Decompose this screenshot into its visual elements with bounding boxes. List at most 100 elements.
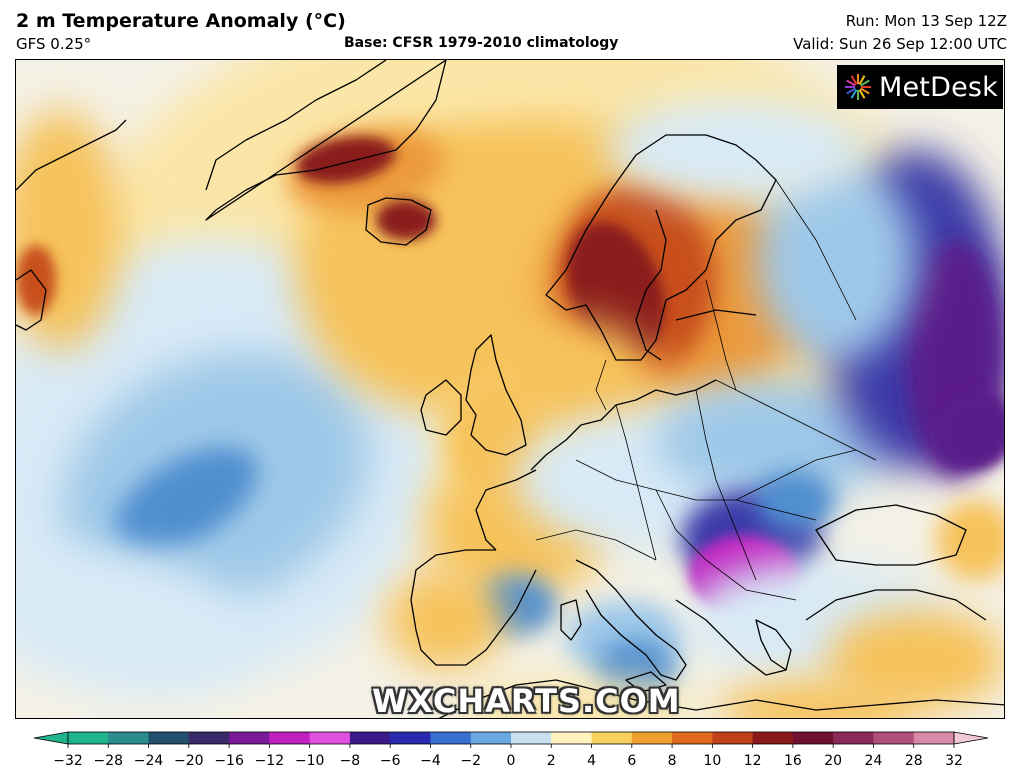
colorbar-segment — [672, 732, 713, 744]
starburst-ray — [846, 79, 856, 87]
colorbar-tick-label: −12 — [255, 753, 285, 769]
britain-coast — [465, 334, 527, 456]
anomaly-region-blue — [756, 470, 836, 530]
colorbar-tick-label: 4 — [587, 753, 596, 769]
greenland-coast — [205, 60, 447, 221]
country-border — [655, 489, 797, 601]
colorbar-segment — [108, 732, 150, 744]
gulf-finland — [675, 309, 757, 321]
turkey-coast — [805, 589, 987, 621]
colorbar-tick-label: 10 — [703, 753, 721, 769]
colorbar-tick-label: 0 — [507, 753, 516, 769]
colorbar-segment — [591, 732, 633, 744]
africa-coast — [438, 679, 1004, 718]
colorbar-segment — [511, 732, 552, 744]
anomaly-region-warm_light — [456, 680, 696, 718]
country-border — [595, 359, 607, 411]
starburst-ray — [860, 79, 870, 87]
watermark: WXCHARTS.COM — [372, 682, 681, 720]
colorbar-arrow-left — [33, 731, 69, 745]
country-border — [695, 389, 757, 581]
temperature-anomaly-map[interactable] — [15, 59, 1005, 719]
colorbar-segment — [913, 732, 955, 744]
base-climatology-label: Base: CFSR 1979-2010 climatology — [344, 35, 619, 51]
country-border — [705, 279, 737, 391]
anomaly-region-warm — [716, 680, 916, 718]
anomaly-region-cool_light — [606, 100, 866, 200]
anomaly-region-dark_red — [376, 200, 436, 240]
colorbar-tick-label: 16 — [784, 753, 802, 769]
colorbar-segment — [551, 732, 593, 744]
colorbar-segment — [712, 732, 754, 744]
starburst-ray — [846, 87, 856, 95]
colorbar-tick-label: −8 — [340, 753, 361, 769]
colorbar-tick-label: −10 — [295, 753, 325, 769]
valid-time-label: Valid: Sun 26 Sep 12:00 UTC — [793, 35, 1007, 53]
country-border — [535, 529, 657, 561]
country-borders — [535, 179, 877, 601]
colorbar-segment — [390, 732, 431, 744]
country-border — [575, 459, 817, 521]
starburst-ray — [858, 75, 866, 85]
colorbar-segment — [873, 732, 915, 744]
colorbar-segment — [229, 732, 270, 744]
colorbar-segment — [430, 732, 472, 744]
colorbar-tick-label: 2 — [547, 753, 556, 769]
country-border — [615, 404, 657, 561]
colorbar-segment — [68, 732, 109, 744]
balkan-coast — [675, 599, 787, 676]
colorbar-segment — [470, 732, 512, 744]
colorbar-tick-label: 20 — [824, 753, 842, 769]
colorbar-segment — [349, 732, 391, 744]
anomaly-region-dark_red — [296, 136, 396, 184]
colorbar-tick-label: −4 — [420, 753, 441, 769]
anomaly-region-warm — [936, 500, 1004, 580]
greece-coast — [755, 619, 792, 671]
scandinavia-coast — [545, 134, 777, 361]
model-label: GFS 0.25° — [16, 35, 92, 53]
colorbar-segment — [309, 732, 351, 744]
colorbar-segment — [792, 732, 834, 744]
starburst-ray — [860, 87, 870, 95]
colorbar-tick-label: −32 — [53, 753, 83, 769]
colorbar-tick-label: −2 — [460, 753, 481, 769]
colorbar-segment — [752, 732, 794, 744]
anomaly-region-warm — [386, 570, 506, 670]
iberia-coast — [410, 549, 537, 666]
country-border — [715, 379, 877, 461]
country-border — [735, 449, 857, 501]
colorbar-tick-label: 12 — [744, 753, 762, 769]
colorbar-segment — [269, 732, 311, 744]
logo-text: MetDesk — [879, 71, 998, 103]
anomaly-field — [16, 60, 1004, 718]
run-time-label: Run: Mon 13 Sep 12Z — [845, 12, 1007, 30]
chart-title: 2 m Temperature Anomaly (°C) — [16, 10, 346, 32]
starburst-ray — [858, 89, 866, 99]
starburst-icon — [845, 74, 871, 100]
colorbar-tick-label: −20 — [174, 753, 204, 769]
italy-coast — [575, 559, 687, 681]
colorbar-segment — [148, 732, 190, 744]
colorbar: −32 −28 −24 −20 −16 −12 −10 −8 −6 −4 −2 0 2 4 6 8 10 12 16… — [28, 728, 994, 778]
map-canvas — [16, 60, 1004, 718]
anomaly-region-red — [16, 245, 56, 315]
black-sea — [815, 504, 967, 566]
colorbar-tick-label: 6 — [627, 753, 636, 769]
baltic-coast — [635, 209, 667, 361]
colorbar-tick-label: 24 — [865, 753, 883, 769]
colorbar-segment — [631, 732, 673, 744]
iceland-coast — [365, 197, 432, 246]
anomaly-region-blue — [113, 447, 259, 553]
starburst-ray — [850, 89, 858, 99]
colorbar-tick-label: −16 — [214, 753, 244, 769]
colorbar-tick-label: −6 — [380, 753, 401, 769]
colorbar-segment — [188, 732, 230, 744]
labrador — [16, 269, 47, 331]
newfoundland — [16, 119, 127, 191]
country-border — [775, 179, 857, 321]
anomaly-region-cool_light — [16, 546, 250, 694]
colorbar-tick-label: 32 — [945, 753, 963, 769]
starburst-ray — [850, 75, 858, 85]
colorbar-tick-label: 28 — [905, 753, 923, 769]
colorbar-tick-label: 8 — [668, 753, 677, 769]
